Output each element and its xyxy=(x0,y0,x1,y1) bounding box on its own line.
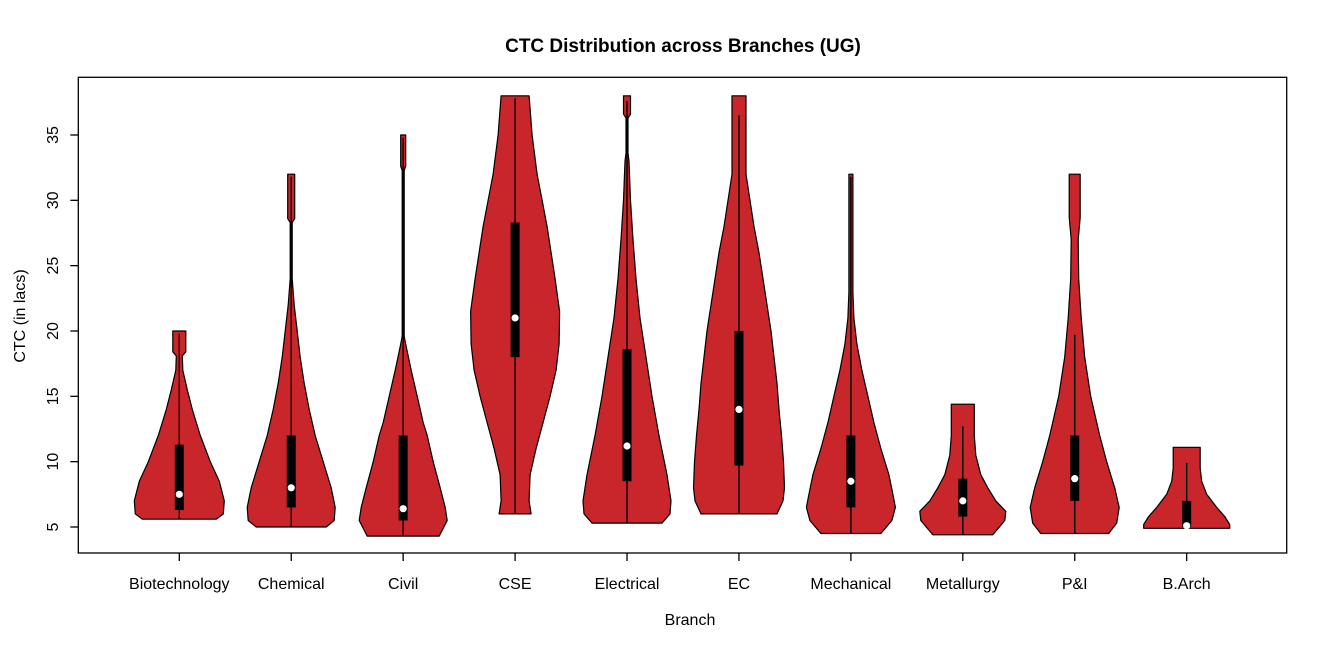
median-dot-Biotechnology xyxy=(175,490,183,498)
median-dot-Mechanical xyxy=(847,477,855,485)
x-tick-label: Electrical xyxy=(595,576,660,593)
iqr-box-Chemical xyxy=(286,435,296,508)
y-tick-label: 25 xyxy=(45,257,62,275)
y-tick-label: 15 xyxy=(45,387,62,405)
x-tick-label: Chemical xyxy=(258,576,325,593)
median-dot-P&I xyxy=(1071,475,1079,483)
median-dot-B.Arch xyxy=(1183,522,1191,530)
iqr-box-EC xyxy=(734,330,744,466)
x-tick-label: EC xyxy=(728,576,750,593)
median-dot-CSE xyxy=(511,314,519,322)
x-tick-label: Mechanical xyxy=(810,576,891,593)
iqr-box-Mechanical xyxy=(846,435,856,508)
x-tick-label: Biotechnology xyxy=(129,576,230,593)
x-tick-label: B.Arch xyxy=(1163,576,1211,593)
median-dot-Electrical xyxy=(623,442,631,450)
y-tick-label: 30 xyxy=(45,191,62,209)
chart-title: CTC Distribution across Branches (UG) xyxy=(505,36,861,57)
median-dot-Civil xyxy=(399,505,407,513)
x-tick-label: Metallurgy xyxy=(926,576,1000,593)
x-tick-label: CSE xyxy=(499,576,532,593)
iqr-box-P&I xyxy=(1070,435,1080,501)
y-tick-label: 20 xyxy=(45,322,62,340)
x-tick-label: Civil xyxy=(388,576,418,593)
x-axis-title: Branch xyxy=(664,612,716,629)
iqr-box-B.Arch xyxy=(1182,500,1192,527)
x-tick-label: P&I xyxy=(1062,576,1088,593)
median-dot-EC xyxy=(735,405,743,413)
median-dot-Metallurgy xyxy=(959,497,967,505)
y-tick-label: 10 xyxy=(45,453,62,471)
median-dot-Chemical xyxy=(287,484,295,492)
iqr-box-Biotechnology xyxy=(174,444,184,511)
iqr-box-CSE xyxy=(510,222,520,358)
iqr-box-Electrical xyxy=(622,349,632,482)
iqr-box-Civil xyxy=(398,435,408,521)
y-tick-label: 35 xyxy=(45,126,62,144)
y-tick-label: 5 xyxy=(45,522,62,531)
plot-border xyxy=(77,76,1288,554)
